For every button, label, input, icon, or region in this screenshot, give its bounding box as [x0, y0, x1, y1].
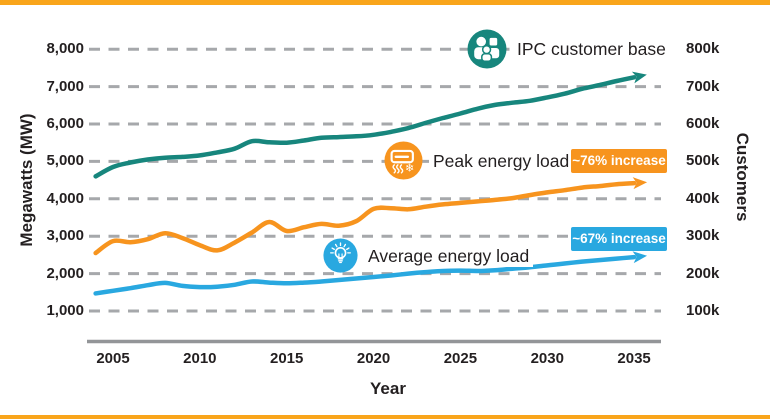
tick-label: 2,000	[46, 264, 84, 282]
legend-label-ipc: IPC customer base	[513, 38, 670, 60]
people-icon	[467, 29, 507, 69]
bottom-border	[0, 415, 770, 419]
series-line-orange	[93, 177, 648, 256]
legend-label-average: Average energy load	[364, 244, 534, 267]
average-increase-badge: ~67% increase	[571, 227, 667, 251]
tick-label: 700k	[686, 77, 720, 95]
legend-peak-energy-load: ❄ Peak energy load	[384, 141, 574, 180]
air-conditioner-icon: ❄	[384, 141, 423, 180]
legend-label-peak: Peak energy load	[429, 149, 574, 172]
tick-label: 500k	[686, 152, 720, 170]
tick-label: 1,000	[46, 302, 84, 319]
series-lines	[93, 71, 648, 296]
tick-label: 200k	[686, 264, 720, 282]
tick-label: 2020	[356, 350, 391, 367]
tick-label: 400k	[686, 189, 720, 207]
tick-label: 2025	[443, 350, 478, 367]
tick-label: 6,000	[46, 115, 84, 132]
x-axis-title: Year	[370, 379, 406, 398]
tick-label: 800k	[686, 40, 720, 58]
tick-label: 600k	[686, 115, 720, 132]
peak-increase-badge: ~76% increase	[571, 149, 667, 173]
y-axis-right-title: Customers	[733, 132, 752, 222]
tick-label: 2035	[617, 350, 651, 367]
tick-label: 300k	[686, 227, 720, 245]
tick-label: 8,000	[46, 40, 84, 58]
tick-label: 4,000	[46, 189, 84, 207]
legend-average-energy-load: Average energy load	[323, 238, 534, 273]
tick-label: 2010	[183, 350, 217, 367]
tick-label: 2015	[270, 350, 304, 367]
y-axis-left-title: Megawatts (MW)	[17, 113, 36, 247]
tick-label: 7,000	[46, 77, 84, 95]
tick-label: 2030	[530, 350, 564, 367]
tick-label: 2005	[96, 350, 130, 367]
tick-label: 100k	[686, 302, 720, 319]
tick-label: 3,000	[46, 227, 84, 245]
series-line-blue	[93, 251, 648, 296]
lightbulb-icon	[323, 238, 358, 273]
series-line-teal	[93, 71, 647, 179]
tick-label: 5,000	[46, 152, 84, 170]
legend-ipc-customer-base: IPC customer base	[467, 29, 670, 69]
top-border	[0, 0, 770, 5]
svg-text:❄: ❄	[405, 162, 414, 175]
